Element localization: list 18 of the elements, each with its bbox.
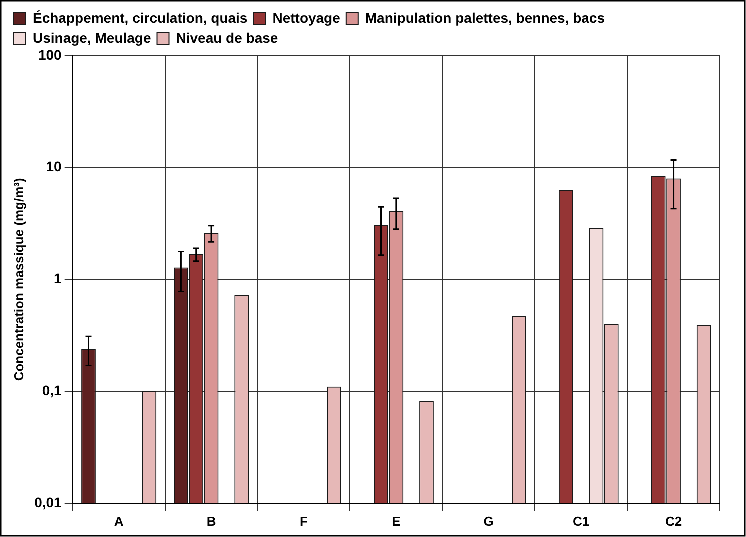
- y-tick-label: 0,01: [34, 494, 62, 510]
- x-tick-label: C1: [573, 514, 590, 529]
- x-tick-label: G: [484, 514, 494, 529]
- y-tick-label: 10: [46, 158, 62, 175]
- y-tick-label: 100: [38, 46, 62, 63]
- x-tick-label: A: [114, 514, 124, 529]
- x-tick-label: F: [300, 514, 308, 529]
- y-tick-label: 1: [54, 270, 62, 287]
- x-tick-label: C2: [665, 514, 682, 529]
- legend-label: Manipulation palettes, bennes, bacs: [365, 10, 606, 26]
- legend-label: Nettoyage: [272, 10, 341, 26]
- y-tick-label: 0,1: [42, 382, 62, 398]
- y-axis-title: Concentration massique (mg/m³): [11, 178, 26, 382]
- x-tick-label: E: [392, 514, 402, 529]
- legend-label: Niveau de base: [176, 30, 278, 46]
- legend-label: Usinage, Meulage: [33, 30, 152, 46]
- x-tick-label: B: [206, 514, 216, 529]
- legend-label: Échappement, circulation, quais: [33, 10, 248, 26]
